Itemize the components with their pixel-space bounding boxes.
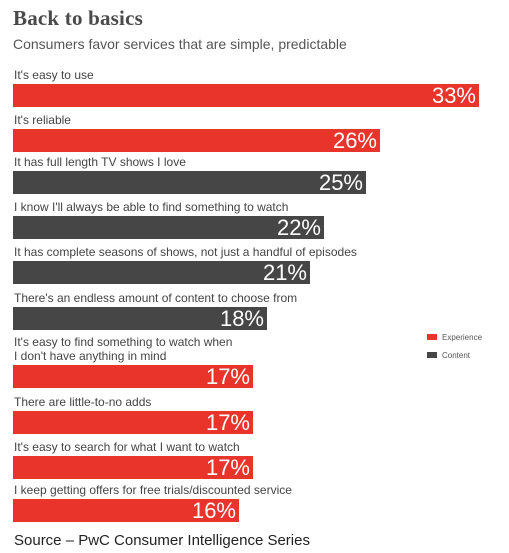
category-label: It has full length TV shows I love bbox=[14, 155, 186, 169]
chart-title: Back to basics bbox=[13, 6, 143, 30]
bar: 17% bbox=[13, 364, 253, 389]
category-label: It's easy to use bbox=[14, 68, 94, 82]
bar: 22% bbox=[13, 215, 324, 240]
category-label: It's easy to find something to watch whe… bbox=[14, 335, 233, 363]
category-label: There are little-to-no adds bbox=[14, 395, 152, 409]
category-label: I know I'll always be able to find somet… bbox=[14, 200, 289, 214]
chart-legend: Experience Content bbox=[427, 328, 482, 364]
category-label: It's easy to search for what I want to w… bbox=[14, 440, 240, 454]
bar: 26% bbox=[13, 128, 380, 153]
legend-label-experience: Experience bbox=[442, 332, 483, 342]
category-label: It has complete seasons of shows, not ju… bbox=[14, 245, 357, 259]
bar-value-label: 25% bbox=[318, 170, 363, 195]
legend-item-content: Content bbox=[427, 346, 482, 364]
legend-item-experience: Experience bbox=[427, 328, 482, 346]
bar: 18% bbox=[13, 306, 267, 331]
bar-value-label: 33% bbox=[431, 83, 476, 108]
legend-swatch-experience bbox=[427, 334, 437, 340]
category-label: I keep getting offers for free trials/di… bbox=[14, 483, 292, 497]
source-note: Source – PwC Consumer Intelligence Serie… bbox=[14, 532, 310, 549]
chart-subtitle: Consumers favor services that are simple… bbox=[13, 36, 347, 52]
bar: 17% bbox=[13, 410, 253, 435]
bar-value-label: 17% bbox=[205, 455, 250, 480]
bar: 21% bbox=[13, 260, 310, 285]
bar-value-label: 16% bbox=[191, 498, 236, 523]
bar-value-label: 18% bbox=[219, 306, 264, 331]
bar: 25% bbox=[13, 170, 366, 195]
legend-label-content: Content bbox=[442, 350, 471, 360]
bar: 16% bbox=[13, 498, 239, 523]
category-label: There's an endless amount of content to … bbox=[14, 291, 298, 305]
bar-value-label: 17% bbox=[205, 410, 250, 435]
bar: 33% bbox=[13, 83, 479, 108]
bar: 17% bbox=[13, 455, 253, 480]
bar-value-label: 17% bbox=[205, 364, 250, 389]
category-label: It's reliable bbox=[14, 113, 71, 127]
legend-swatch-content bbox=[427, 352, 437, 358]
bar-value-label: 22% bbox=[276, 215, 321, 240]
bar-value-label: 21% bbox=[262, 260, 307, 285]
bar-value-label: 26% bbox=[332, 128, 377, 153]
